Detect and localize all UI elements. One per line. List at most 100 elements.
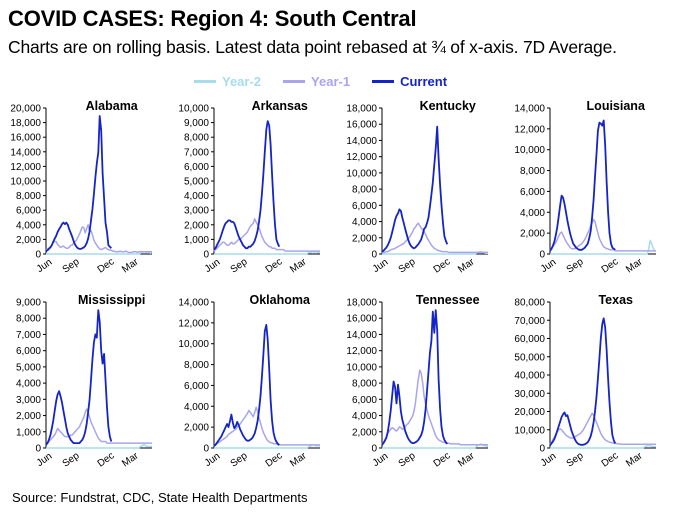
y-tick-label: 0 [371, 444, 377, 455]
chart-panel-mississippi: 0 1,000 2,000 3,000 4,000 5,000 6,000 7,000 8,00… [2, 290, 170, 480]
x-tick-label: Mar [288, 450, 309, 469]
series-line-year-2 [382, 443, 488, 449]
y-tick-label: 4,000 [352, 411, 377, 422]
y-tick-label: 20,000 [10, 104, 41, 115]
chart-title: Oklahoma [250, 293, 311, 307]
y-tick-label: 18,000 [346, 298, 377, 309]
x-tick-label: Sep [61, 450, 82, 469]
y-tick-label: 8,000 [184, 133, 209, 144]
series-line-current [213, 120, 281, 251]
legend-label-year-1: Year-1 [311, 73, 351, 89]
y-tick-label: 10,000 [346, 168, 377, 179]
x-tick-label: Mar [456, 450, 477, 469]
y-tick-label: 60,000 [514, 334, 545, 345]
y-tick-label: 10,000 [10, 177, 41, 188]
chart-panel-kentucky: 0 2,000 4,000 6,000 8,000 10,000 12,000 14,000 1… [338, 96, 506, 286]
series-line-year-1 [549, 412, 656, 446]
y-tick-label: 14,000 [178, 298, 209, 309]
y-tick-label: 12,000 [514, 124, 545, 135]
y-tick-label: 12,000 [346, 152, 377, 163]
y-tick-label: 5,000 [16, 362, 41, 373]
y-tick-label: 20,000 [514, 407, 545, 418]
y-tick-label: 50,000 [514, 352, 545, 363]
y-tick-label: 12,000 [10, 162, 41, 173]
chart-title: Texas [598, 293, 633, 307]
y-tick-label: 10,000 [178, 104, 209, 115]
y-tick-label: 7,000 [184, 147, 209, 158]
x-tick-label: Mar [456, 256, 477, 275]
y-tick-label: 14,000 [346, 136, 377, 147]
y-tick-label: 2,000 [16, 235, 41, 246]
y-tick-label: 16,000 [10, 133, 41, 144]
series-line-year-2 [382, 250, 488, 255]
page-title: COVID CASES: Region 4: South Central [8, 6, 417, 31]
chart-panel-louisiana: 0 2,000 4,000 6,000 8,000 10,000 12,000 14,000 J… [506, 96, 674, 286]
y-tick-label: 40,000 [514, 371, 545, 382]
series-line-year-2 [214, 250, 320, 255]
chart-panel-texas: 0 10,000 20,000 30,000 40,000 50,000 60,000 70,… [506, 290, 674, 480]
series-line-year-1 [381, 369, 488, 446]
y-tick-label: 2,000 [16, 411, 41, 422]
y-tick-label: 7,000 [16, 330, 41, 341]
x-tick-label: Mar [120, 256, 141, 275]
y-tick-label: 14,000 [10, 147, 41, 158]
chart-title: Arkansas [252, 99, 308, 113]
chart-title: Kentucky [420, 99, 476, 113]
y-tick-label: 4,000 [352, 217, 377, 228]
chart-legend: Year-2 Year-1 Current [194, 72, 447, 90]
page-subtitle: Charts are on rolling basis. Latest data… [8, 37, 617, 57]
y-tick-label: 10,000 [346, 362, 377, 373]
y-tick-label: 0 [371, 250, 377, 261]
y-tick-label: 4,000 [16, 220, 41, 231]
y-tick-label: 2,000 [352, 233, 377, 244]
y-tick-label: 6,000 [352, 395, 377, 406]
chart-title: Alabama [86, 99, 139, 113]
series-line-current [213, 324, 280, 447]
series-line-year-1 [549, 218, 656, 252]
series-line-current [381, 309, 448, 446]
y-tick-label: 0 [35, 250, 41, 261]
chart-panel-oklahoma: 0 2,000 4,000 6,000 8,000 10,000 12,000 14,000 J… [170, 290, 338, 480]
y-tick-label: 10,000 [514, 145, 545, 156]
series-line-current [45, 309, 113, 446]
y-tick-label: 4,000 [184, 402, 209, 413]
legend-item-current: Current [372, 74, 447, 89]
x-tick-label: Sep [397, 256, 418, 275]
chart-svg: 0 1,000 2,000 3,000 4,000 5,000 6,000 7,000 8,00… [178, 99, 320, 276]
x-tick-label: Mar [120, 450, 141, 469]
y-tick-label: 4,000 [520, 208, 545, 219]
y-tick-label: 1,000 [16, 427, 41, 438]
y-tick-label: 6,000 [520, 187, 545, 198]
series-line-year-2 [550, 444, 657, 449]
y-tick-label: 8,000 [16, 191, 41, 202]
chart-panel-tennessee: 0 2,000 4,000 6,000 8,000 10,000 12,000 14,000 1… [338, 290, 506, 480]
y-tick-label: 16,000 [346, 314, 377, 325]
y-tick-label: 18,000 [10, 118, 41, 129]
series-line-current [549, 119, 616, 252]
x-tick-label: Sep [229, 256, 250, 275]
y-tick-label: 12,000 [178, 318, 209, 329]
y-tick-label: 3,000 [184, 206, 209, 217]
y-tick-label: 14,000 [514, 104, 545, 115]
y-tick-label: 10,000 [514, 425, 545, 436]
y-tick-label: 1,000 [184, 235, 209, 246]
x-tick-label: Dec [96, 256, 117, 275]
y-tick-label: 8,000 [16, 314, 41, 325]
chart-title: Mississippi [78, 293, 145, 307]
x-tick-label: Dec [264, 256, 285, 275]
x-tick-label: Mar [624, 256, 645, 275]
y-tick-label: 8,000 [352, 185, 377, 196]
legend-item-year-2: Year-2 [194, 74, 261, 89]
source-note: Source: Fundstrat, CDC, State Health Dep… [12, 490, 308, 505]
legend-swatch-year-2 [194, 79, 216, 83]
series-line-year-2 [550, 239, 656, 255]
y-tick-label: 0 [35, 444, 41, 455]
y-tick-label: 14,000 [346, 330, 377, 341]
x-tick-label: Dec [432, 256, 453, 275]
chart-svg: 0 2,000 4,000 6,000 8,000 10,000 12,000 14,000 1… [346, 293, 488, 470]
y-tick-label: 6,000 [184, 162, 209, 173]
y-tick-label: 2,000 [184, 423, 209, 434]
y-tick-label: 0 [203, 444, 209, 455]
y-tick-label: 2,000 [352, 427, 377, 438]
chart-svg: 0 10,000 20,000 30,000 40,000 50,000 60,000 70,… [514, 293, 657, 470]
